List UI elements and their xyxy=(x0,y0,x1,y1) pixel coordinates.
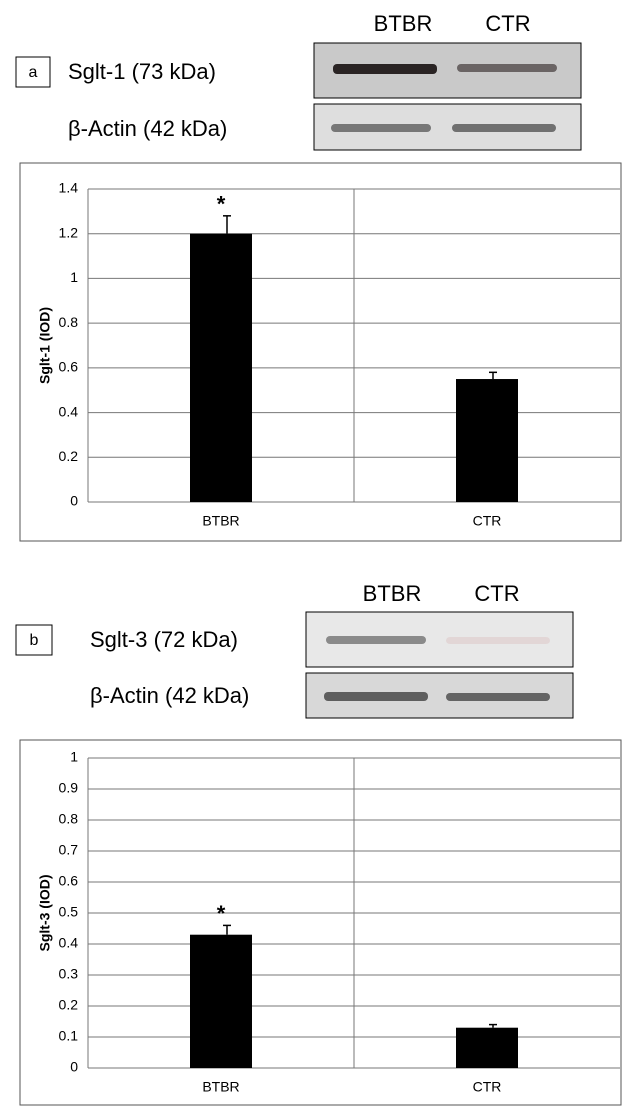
bar xyxy=(456,1028,518,1068)
band xyxy=(324,692,428,701)
lane-label: CTR xyxy=(485,11,530,36)
bar xyxy=(456,379,518,502)
y-tick-label: 1.4 xyxy=(59,180,79,196)
y-tick-label: 0.4 xyxy=(59,403,79,419)
significance-label: * xyxy=(217,901,226,926)
y-tick-label: 0.9 xyxy=(59,780,79,796)
y-tick-label: 1 xyxy=(70,269,78,285)
bar xyxy=(190,234,252,502)
y-tick-label: 1.2 xyxy=(59,224,79,240)
chart-frame xyxy=(20,740,621,1105)
y-tick-label: 0.8 xyxy=(59,811,79,827)
y-tick-label: 0.4 xyxy=(59,935,79,951)
y-tick-label: 0.6 xyxy=(59,359,79,375)
y-tick-label: 0.2 xyxy=(59,997,79,1013)
x-tick-label: BTBR xyxy=(202,1079,239,1095)
y-tick-label: 0.5 xyxy=(59,904,79,920)
panel-letter: b xyxy=(30,632,39,649)
y-tick-label: 0.6 xyxy=(59,873,79,889)
lane-label: CTR xyxy=(474,581,519,606)
band xyxy=(326,636,426,644)
band xyxy=(446,637,550,644)
band xyxy=(452,124,556,132)
y-tick-label: 0 xyxy=(70,493,78,509)
x-tick-label: CTR xyxy=(473,513,502,529)
y-tick-label: 1 xyxy=(70,749,78,765)
y-tick-label: 0.8 xyxy=(59,314,79,330)
chart-frame xyxy=(20,163,621,541)
lane-label: BTBR xyxy=(363,581,422,606)
band xyxy=(457,64,557,72)
band xyxy=(446,693,550,701)
y-tick-label: 0.1 xyxy=(59,1028,79,1044)
panel-letter: a xyxy=(29,64,38,81)
bar xyxy=(190,935,252,1068)
y-tick-label: 0.7 xyxy=(59,842,79,858)
band xyxy=(333,64,437,74)
blot-row-label: Sglt-3 (72 kDa) xyxy=(90,627,238,652)
y-tick-label: 0 xyxy=(70,1059,78,1075)
lane-label: BTBR xyxy=(374,11,433,36)
x-tick-label: CTR xyxy=(473,1079,502,1095)
blot-row-label: Sglt-1 (73 kDa) xyxy=(68,59,216,84)
figure: BTBR CTR a Sglt-1 (73 kDa) β-Actin (42 k… xyxy=(0,0,622,1106)
y-axis-label: Sglt-1 (IOD) xyxy=(37,307,53,384)
blot-row-label: β-Actin (42 kDa) xyxy=(90,683,249,708)
y-axis-label: Sglt-3 (IOD) xyxy=(37,875,53,952)
band xyxy=(331,124,431,132)
y-tick-label: 0.2 xyxy=(59,448,79,464)
y-tick-label: 0.3 xyxy=(59,966,79,982)
significance-label: * xyxy=(217,192,226,217)
blot-row-label: β-Actin (42 kDa) xyxy=(68,116,227,141)
x-tick-label: BTBR xyxy=(202,513,239,529)
